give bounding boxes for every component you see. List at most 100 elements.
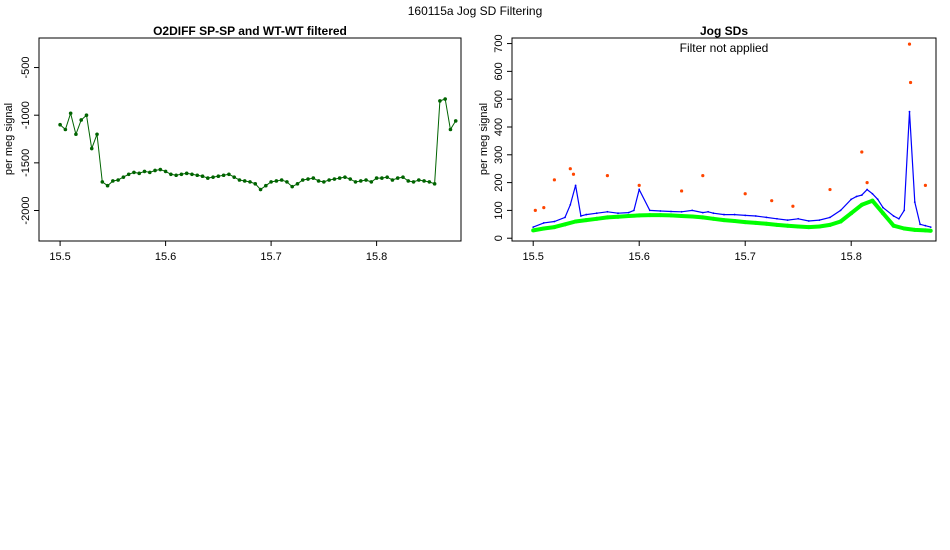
left-data-point [211,175,215,179]
left-data-point [248,180,252,184]
left-data-point [337,176,342,180]
right-ylabel: per meg signal [478,103,490,175]
left-data-point [395,176,400,180]
right-blue-point [929,226,932,228]
left-data-point [174,173,178,178]
left-y-axis: -500 -1000 -1500 -2000 [20,57,39,225]
left-data-point [427,180,432,184]
right-blue-point [765,216,768,219]
right-blue-point [786,219,789,222]
left-data-point [184,171,189,176]
left-data-point [221,173,226,178]
right-blue-point [580,215,582,217]
right-blue-point [818,219,821,222]
left-data-point [369,180,374,184]
right-blue-point [670,210,672,213]
left-data-point [390,178,395,182]
left-data-point [269,180,273,184]
left-data-point [411,180,416,184]
right-outlier-point [908,80,913,85]
left-data-point [126,172,131,177]
right-blue-point [839,209,842,212]
left-data-point [348,177,353,181]
left-data-point [74,132,78,137]
right-blue-point [898,217,900,220]
left-data-point [406,179,411,183]
left-data-point [84,113,89,117]
left-plot-title: O2DIFF SP-SP and WT-WT filtered [153,24,347,38]
right-blue-point [638,188,641,191]
left-data-point [105,183,110,188]
left-plot-frame [38,37,462,242]
right-blue-point [829,216,831,219]
left-data-point [327,178,331,182]
left-data-point [401,175,405,179]
right-blue-point [776,217,778,220]
right-blue-point [585,213,588,216]
right-y-axis: 0 100 200 300 400 500 600 700 [493,34,512,241]
right-blue-point [564,216,566,219]
right-blue-point [908,110,911,113]
left-data-point [121,175,126,179]
left-data-point [142,169,147,174]
left-data-point [253,182,258,186]
left-data-point [422,179,426,183]
right-xtick-label: 15.7 [734,251,755,263]
left-data-point [79,118,83,122]
right-outlier-point [743,192,747,196]
left-data-point [316,179,321,183]
right-blue-point [903,209,906,212]
right-blue-point [744,214,747,217]
right-outlier-point [923,183,928,187]
right-blue-point [532,226,535,228]
right-blue-point [807,220,810,222]
right-blue-point [659,210,662,212]
right-blue-point [723,213,725,216]
right-plot-title: Jog SDs [700,24,748,38]
left-data-point [264,183,268,188]
left-data-point [242,179,247,183]
right-blue-point [797,217,800,220]
right-outlier-point [680,189,684,193]
left-xtick-label: 15.5 [49,251,70,263]
left-data-point [100,180,105,184]
right-blue-point [712,212,715,215]
right-ytick-label: 0 [493,235,505,241]
left-data-point [111,179,115,183]
left-data-point [169,172,173,177]
left-x-axis: 15.5 15.6 15.7 15.8 [49,241,387,263]
left-data-point [89,146,94,151]
right-blue-point [754,215,757,217]
right-ytick-label: 500 [493,90,505,108]
right-outlier-point [701,174,705,178]
right-blue-point [617,212,619,215]
left-data-point [443,97,447,101]
right-outlier-point [552,178,557,182]
right-blue-point [633,209,635,212]
left-data-point [343,175,347,179]
right-ytick-label: 100 [493,201,505,219]
right-blue-point [866,188,868,191]
right-blue-point [606,210,609,213]
left-ytick-label: -1000 [20,101,32,129]
right-outlier-point [533,208,537,213]
left-data-point [417,178,421,182]
right-blue-point [924,224,927,227]
left-data-point [438,99,442,103]
left-data-point [300,178,305,182]
right-blue-point [913,201,916,203]
left-plot: O2DIFF SP-SP and WT-WT filtered per meg … [3,24,462,263]
right-blue-point [553,220,556,223]
left-data-point [237,178,242,182]
left-data-point [322,180,326,184]
left-data-point [274,179,279,183]
left-data-point [206,176,210,180]
left-xtick-label: 15.8 [366,251,387,263]
right-blue-point [850,198,853,201]
left-data-point [227,172,231,177]
right-blue-point [892,215,895,217]
left-data-point [147,170,152,175]
left-data-point [158,167,163,172]
left-data-point [137,171,142,176]
